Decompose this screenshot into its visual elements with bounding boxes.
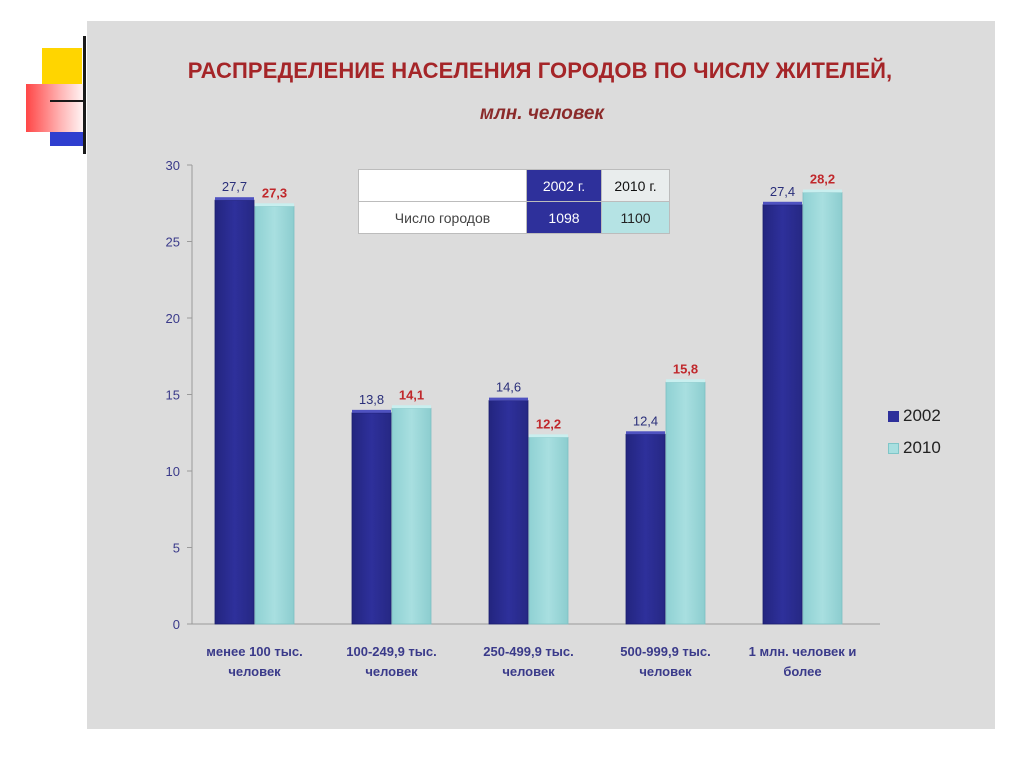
table-header-2010: 2010 г. [601,169,670,202]
x-category-label-0-1: человек [228,664,281,679]
data-label-2002-0: 27,7 [222,179,247,194]
y-tick-label: 10 [166,464,180,479]
bar-2010-2 [528,436,569,625]
x-category-label-1-1: человек [365,664,418,679]
decor-vertical-line [83,36,86,154]
x-category-label-4-0: 1 млн. человек и [749,644,857,659]
data-label-2002-1: 13,8 [359,392,384,407]
data-label-2010-1: 14,1 [399,387,424,402]
bar-2010-3 [665,381,706,625]
data-label-2002-2: 14,6 [496,380,521,395]
data-label-2010-2: 12,2 [536,416,561,431]
x-category-label-4-1: более [783,664,821,679]
bar-cap-2010-0 [255,203,294,207]
table-value-2002: 1098 [526,201,602,234]
bar-2002-4 [762,204,803,625]
bar-cap-2010-4 [803,189,842,193]
table-header-2002: 2002 г. [526,169,602,202]
table-row: Число городов 1098 1100 [358,201,670,234]
bar-cap-2010-1 [392,405,431,409]
legend-swatch-2010 [888,442,899,454]
x-category-label-2-1: человек [502,664,555,679]
decor-horizontal-line [50,100,83,102]
bar-2010-0 [254,205,295,625]
x-category-label-2-0: 250-499,9 тыс. [483,644,573,659]
x-category-label-0-0: менее 100 тыс. [206,644,302,659]
data-label-2010-3: 15,8 [673,361,698,376]
chart-legend: 2002 2010 [888,400,941,464]
x-category-label-1-0: 100-249,9 тыс. [346,644,436,659]
data-label-2010-0: 27,3 [262,185,287,200]
bar-2002-3 [625,433,666,625]
chart-title: РАСПРЕДЕЛЕНИЕ НАСЕЛЕНИЯ ГОРОДОВ ПО ЧИСЛУ… [187,58,893,83]
legend-swatch-2002 [888,410,899,422]
table-row-label: Число городов [358,201,527,234]
bar-cap-2002-1 [352,409,391,413]
legend-item-2002: 2002 [888,400,941,432]
y-tick-label: 15 [166,388,180,403]
y-tick-label: 25 [166,235,180,250]
table-value-2010: 1100 [601,201,670,234]
legend-label-2010: 2010 [903,438,941,457]
bar-cap-2010-2 [529,434,568,438]
legend-item-2010: 2010 [888,432,941,464]
bar-2002-0 [214,199,255,625]
decor-yellow-square [42,48,82,84]
y-tick-label: 20 [166,311,180,326]
decor-red-gradient [26,84,84,132]
bar-cap-2002-3 [626,431,665,435]
x-category-label-3-0: 500-999,9 тыс. [620,644,710,659]
table-header-row: 2002 г. 2010 г. [358,169,670,202]
y-tick-label: 5 [173,541,180,556]
chart-subtitle: млн. человек [479,103,605,124]
bar-cap-2010-3 [666,379,705,383]
city-count-table: 2002 г. 2010 г. Число городов 1098 1100 [358,169,670,234]
decor-blue-bar [50,132,84,146]
bar-2002-1 [351,412,392,625]
legend-label-2002: 2002 [903,406,941,425]
bar-cap-2002-2 [489,397,528,401]
bar-2002-2 [488,400,529,625]
x-category-label-3-1: человек [639,664,692,679]
bar-2010-4 [802,192,843,625]
y-tick-label: 0 [173,617,180,632]
table-header-blank [358,169,527,202]
bar-2010-1 [391,407,432,625]
data-label-2002-3: 12,4 [633,413,658,428]
bar-cap-2002-4 [763,201,802,205]
bar-cap-2002-0 [215,197,254,201]
data-label-2002-4: 27,4 [770,184,795,199]
data-label-2010-4: 28,2 [810,172,835,187]
y-tick-label: 30 [166,158,180,173]
